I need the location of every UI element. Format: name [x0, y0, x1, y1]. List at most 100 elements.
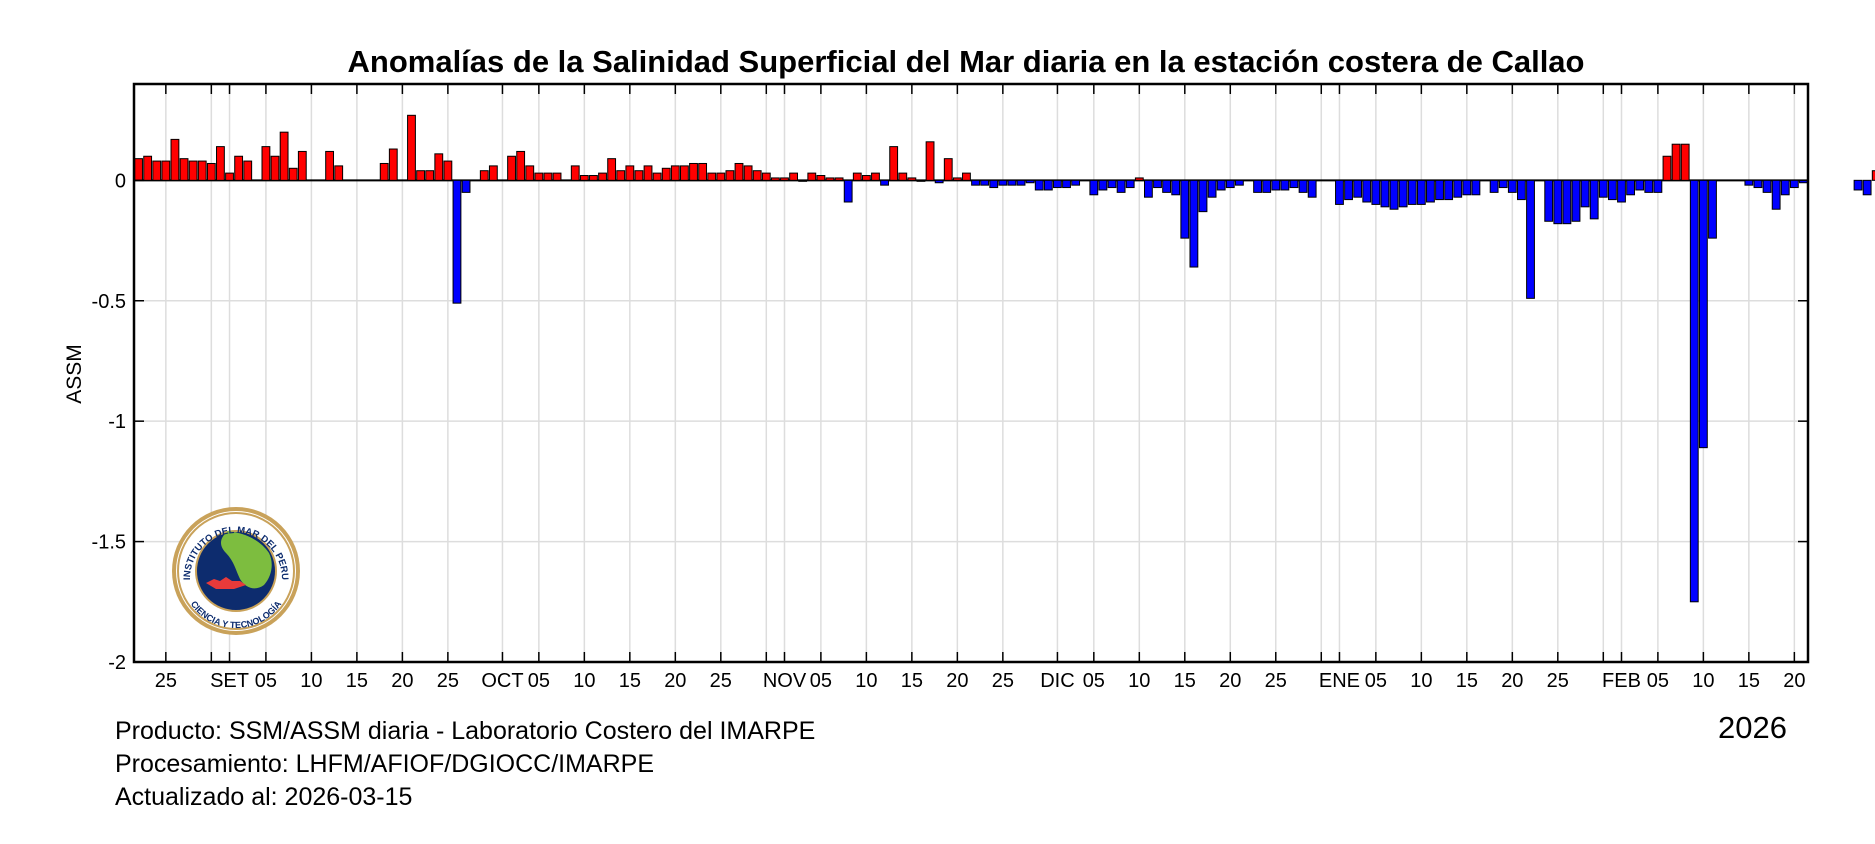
x-tick-label: 15	[1456, 670, 1478, 692]
bar-positive	[134, 158, 143, 181]
bar-positive	[698, 162, 708, 181]
bar-positive	[816, 175, 826, 181]
bar-negative	[1698, 179, 1708, 449]
bar-positive	[761, 172, 771, 181]
y-axis-label: ASSM	[63, 344, 86, 404]
bar-positive	[225, 172, 234, 181]
x-tick-label: 10	[1410, 670, 1432, 692]
bar-negative	[1371, 179, 1381, 205]
bar-positive	[807, 172, 817, 181]
x-tick-label: 20	[1783, 670, 1805, 692]
bar-positive	[907, 177, 917, 181]
footer-processing: Procesamiento: LHFM/AFIOF/DGIOCC/IMARPE	[115, 750, 654, 778]
bar-positive	[143, 155, 153, 181]
bar-negative	[1162, 179, 1172, 193]
bar-negative	[1744, 179, 1754, 186]
bar-positive	[1134, 177, 1144, 181]
bar-negative	[1589, 179, 1599, 220]
bar-negative	[1107, 179, 1117, 189]
bar-positive	[962, 172, 971, 181]
bar-positive	[388, 148, 398, 181]
bar-positive	[607, 158, 617, 181]
x-tick-label: 20	[391, 670, 413, 692]
bar-negative	[1762, 179, 1772, 193]
bar-negative	[1062, 179, 1071, 189]
bar-negative	[1098, 179, 1108, 191]
bar-positive	[443, 160, 453, 181]
bar-positive	[206, 162, 216, 181]
x-tick-label: 10	[1128, 670, 1150, 692]
bar-positive	[707, 172, 717, 181]
bar-positive	[570, 165, 580, 181]
x-tick-label: 15	[619, 670, 641, 692]
footer-updated: Actualizado al: 2026-03-15	[115, 783, 413, 811]
x-tick-label: 10	[573, 670, 595, 692]
bar-negative	[1289, 179, 1299, 189]
bar-negative	[1143, 179, 1153, 198]
bar-positive	[216, 146, 225, 181]
bar-positive	[825, 177, 835, 181]
bar-positive	[634, 170, 644, 181]
bar-positive	[261, 146, 271, 181]
bar-negative	[1526, 179, 1535, 299]
bar-positive	[1671, 143, 1681, 181]
bar-positive	[243, 160, 253, 181]
bar-positive	[725, 170, 735, 181]
y-tick-label: -1	[108, 411, 126, 433]
x-tick-label: 25	[155, 670, 177, 692]
imarpe-logo: INSTITUTO DEL MAR DEL PERU CIENCIA Y TEC…	[172, 507, 300, 635]
bar-negative	[1153, 179, 1162, 189]
x-tick-label: DIC	[1040, 670, 1074, 692]
bar-negative	[1353, 179, 1363, 198]
bar-negative	[1626, 179, 1636, 196]
bar-positive	[516, 150, 526, 181]
bar-positive	[661, 167, 671, 181]
footer-credits: Producto: SSM/ASSM diaria - Laboratorio …	[115, 715, 815, 814]
bar-negative	[1653, 179, 1663, 193]
bar-negative	[971, 179, 980, 186]
bar-negative	[1544, 179, 1554, 222]
bar-negative	[1780, 179, 1790, 196]
bar-positive	[625, 165, 635, 181]
bar-positive	[379, 162, 389, 181]
y-tick-label: -0.5	[92, 291, 126, 313]
bar-positive	[598, 172, 607, 181]
bar-positive	[525, 165, 535, 181]
bar-positive	[534, 172, 544, 181]
bar-positive	[407, 114, 416, 181]
bar-positive	[416, 170, 425, 181]
bar-positive	[743, 165, 753, 181]
footer-product: Producto: SSM/ASSM diaria - Laboratorio …	[115, 717, 816, 745]
bar-negative	[1116, 179, 1126, 193]
bar-negative	[1571, 179, 1581, 222]
x-tick-label: 10	[855, 670, 877, 692]
x-tick-label: 05	[1083, 670, 1105, 692]
bar-positive	[898, 172, 908, 181]
bar-negative	[1689, 179, 1699, 603]
bar-positive	[798, 179, 808, 182]
bar-positive	[279, 131, 289, 181]
bar-negative	[1280, 179, 1290, 191]
x-tick-label: 25	[437, 670, 459, 692]
bar-positive	[589, 175, 598, 181]
bar-negative	[1644, 179, 1654, 193]
bar-negative	[1708, 179, 1717, 239]
bar-negative	[452, 179, 462, 304]
bar-positive	[861, 175, 871, 181]
bar-negative	[1389, 179, 1399, 210]
bar-positive	[889, 146, 899, 181]
bar-negative	[1426, 179, 1435, 203]
bar-negative	[989, 179, 999, 189]
bar-positive	[616, 170, 626, 181]
bar-negative	[1053, 179, 1062, 189]
bar-positive	[270, 155, 280, 181]
bar-positive	[752, 170, 762, 181]
year-label: 2026	[1718, 710, 1787, 745]
bar-positive	[479, 170, 489, 181]
x-tick-label: 15	[901, 670, 923, 692]
bar-negative	[1471, 179, 1481, 196]
chart-title: Anomalías de la Salinidad Superficial de…	[348, 44, 1585, 79]
bar-negative	[1771, 179, 1781, 210]
bar-negative	[1489, 179, 1499, 193]
bar-negative	[1216, 179, 1226, 191]
